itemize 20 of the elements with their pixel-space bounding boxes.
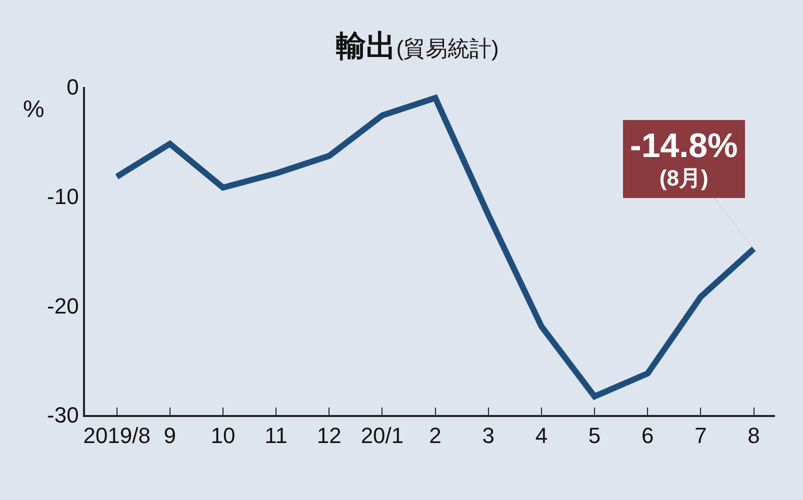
x-tick-label: 11 bbox=[264, 423, 288, 448]
x-tick-label: 3 bbox=[482, 423, 495, 448]
x-tick-label: 6 bbox=[641, 423, 654, 448]
y-tick-label: -30 bbox=[47, 402, 79, 428]
x-tick-label: 2019/8 bbox=[83, 423, 150, 448]
y-tick-label: 0 bbox=[66, 74, 79, 100]
x-tick-label: 9 bbox=[164, 423, 176, 448]
chart-subtitle: (貿易統計) bbox=[396, 36, 499, 61]
y-axis-title: % bbox=[23, 96, 44, 123]
x-tick-label: 4 bbox=[535, 423, 548, 448]
y-tick-label: -20 bbox=[47, 293, 79, 318]
annotation: -14.8% (8月) bbox=[630, 127, 738, 191]
x-tick-label: 2 bbox=[429, 423, 442, 448]
y-tick-label: -10 bbox=[47, 184, 79, 210]
x-tick-label: 12 bbox=[316, 423, 342, 448]
x-tick-label: 8 bbox=[748, 423, 760, 448]
x-tick-label: 5 bbox=[588, 423, 601, 448]
x-tick-label: 20/1 bbox=[360, 423, 404, 448]
x-tick-label: 7 bbox=[694, 423, 707, 448]
x-tick-label: 10 bbox=[210, 423, 236, 448]
